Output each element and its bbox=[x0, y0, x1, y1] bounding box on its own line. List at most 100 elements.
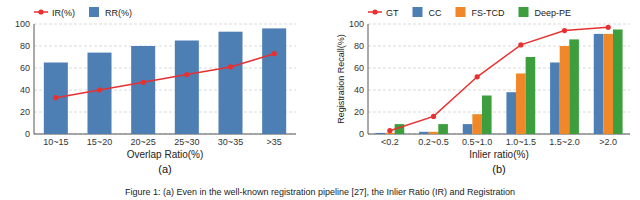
legend: GTCCFS-TCDDeep-PE bbox=[368, 7, 571, 18]
bar bbox=[560, 46, 570, 134]
bar bbox=[516, 74, 526, 135]
point bbox=[184, 72, 189, 77]
line bbox=[390, 27, 608, 130]
bar bbox=[472, 114, 482, 134]
grid-line bbox=[34, 112, 296, 113]
grid bbox=[368, 24, 630, 134]
point bbox=[475, 74, 480, 79]
legend-swatch bbox=[456, 7, 466, 17]
y-axis-label: Registration Recall(%) bbox=[336, 34, 346, 124]
bar bbox=[131, 46, 155, 134]
bar bbox=[482, 96, 492, 135]
bar bbox=[429, 132, 439, 134]
bar bbox=[419, 132, 429, 134]
x-tick-label: 1.0~1.5 bbox=[506, 137, 536, 147]
legend-item: Deep-PE bbox=[519, 7, 572, 18]
bar bbox=[569, 39, 579, 134]
legend-label: RR(%) bbox=[105, 8, 132, 18]
chart: 02040608010010~1515~2020~2525~3030~35>35… bbox=[15, 7, 296, 175]
legend-item: RR(%) bbox=[89, 7, 132, 18]
legend-swatch bbox=[413, 7, 423, 17]
x-tick-label: <0.2 bbox=[381, 137, 399, 147]
y-tick-label: 60 bbox=[20, 63, 30, 73]
bar bbox=[506, 92, 516, 134]
legend-label: Deep-PE bbox=[535, 8, 572, 18]
grid-line bbox=[34, 134, 296, 135]
y-tick-label: 40 bbox=[20, 85, 30, 95]
x-tick-label: 0.5~1.0 bbox=[462, 137, 492, 147]
grid-line bbox=[368, 90, 630, 91]
bar bbox=[613, 30, 623, 135]
y-tick-label: 80 bbox=[354, 41, 364, 51]
point bbox=[53, 95, 58, 100]
point bbox=[431, 114, 436, 119]
point bbox=[562, 28, 567, 33]
point bbox=[141, 80, 146, 85]
grid-line bbox=[368, 46, 630, 47]
y-tick-label: 40 bbox=[354, 85, 364, 95]
bar bbox=[218, 32, 242, 134]
x-axis-label: Inlier ratio(%) bbox=[469, 149, 528, 160]
point bbox=[228, 64, 233, 69]
grid-line bbox=[368, 112, 630, 113]
grid-line bbox=[368, 134, 630, 135]
legend: IR(%) RR(%) bbox=[34, 7, 132, 18]
bar bbox=[463, 124, 473, 134]
bar bbox=[262, 28, 286, 134]
x-tick-label: 10~15 bbox=[43, 137, 68, 147]
legend-item: FS-TCD bbox=[456, 7, 505, 18]
grid-line bbox=[34, 46, 296, 47]
y-tick-label: 100 bbox=[349, 19, 364, 29]
y-tick-label: 60 bbox=[354, 63, 364, 73]
bar bbox=[603, 34, 613, 134]
y-axis-line bbox=[34, 24, 35, 134]
bar bbox=[44, 63, 68, 135]
y-tick-label: 80 bbox=[20, 41, 30, 51]
y-axis-line bbox=[368, 24, 369, 134]
x-tick-label: 15~20 bbox=[87, 137, 112, 147]
line bbox=[56, 54, 274, 98]
y-tick-label: 0 bbox=[25, 129, 30, 139]
page: {"chart_data": [ {"type": "bar", "title"… bbox=[0, 0, 640, 200]
panel-label: (a) bbox=[158, 163, 171, 175]
bar bbox=[87, 53, 111, 134]
line-series bbox=[53, 51, 277, 100]
point bbox=[97, 87, 102, 92]
plot-area bbox=[44, 28, 286, 134]
figure: 02040608010010~1515~2020~2525~3030~35>35… bbox=[0, 0, 640, 200]
bar-series bbox=[44, 28, 286, 134]
grid-line bbox=[368, 24, 630, 25]
legend-item: IR(%) bbox=[34, 8, 75, 18]
y-tick-label: 0 bbox=[359, 129, 364, 139]
plot-area bbox=[375, 25, 622, 134]
legend-swatch bbox=[38, 9, 43, 14]
bar bbox=[375, 133, 385, 134]
x-tick-label: 0.2~0.5 bbox=[418, 137, 448, 147]
chart: 020406080100<0.20.2~0.50.5~1.01.0~1.51.5… bbox=[336, 7, 630, 175]
legend-swatch bbox=[519, 7, 529, 17]
caption: Figure 1: (a) Even in the well-known reg… bbox=[125, 187, 515, 197]
bar bbox=[175, 41, 199, 135]
x-axis-line bbox=[34, 134, 296, 135]
bar-series bbox=[375, 34, 603, 134]
y-tick-label: 100 bbox=[15, 19, 30, 29]
legend-label: FS-TCD bbox=[472, 8, 505, 18]
legend-label: IR(%) bbox=[52, 8, 75, 18]
grid-line bbox=[368, 68, 630, 69]
grid-line bbox=[34, 24, 296, 25]
point bbox=[272, 51, 277, 56]
x-axis-label: Overlap Ratio(%) bbox=[127, 149, 204, 160]
x-tick-label: >2.0 bbox=[599, 137, 617, 147]
grid bbox=[34, 24, 296, 134]
x-tick-label: >35 bbox=[267, 137, 282, 147]
bar bbox=[594, 34, 604, 134]
bar bbox=[526, 57, 536, 134]
legend-swatch bbox=[372, 9, 377, 14]
grid-line bbox=[34, 68, 296, 69]
line-series bbox=[387, 25, 611, 134]
y-tick-label: 20 bbox=[354, 107, 364, 117]
x-tick-label: 20~25 bbox=[131, 137, 156, 147]
x-tick-label: 25~30 bbox=[174, 137, 199, 147]
point bbox=[387, 128, 392, 133]
x-axis-line bbox=[368, 134, 630, 135]
